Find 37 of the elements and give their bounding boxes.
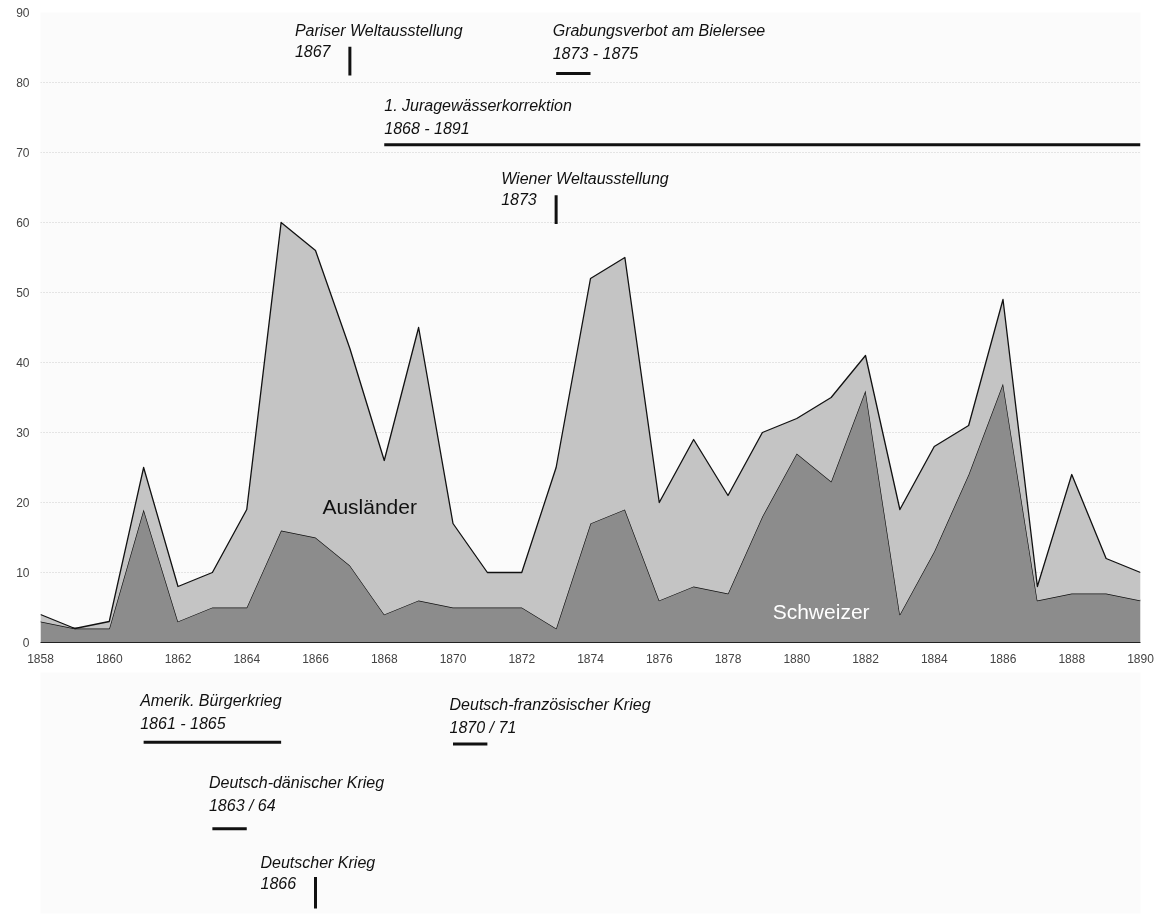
x-tick-label: 1874 xyxy=(577,651,605,666)
y-tick-label: 70 xyxy=(16,146,30,160)
y-tick-label: 30 xyxy=(16,426,30,440)
y-tick-label: 50 xyxy=(16,286,30,300)
series-label: Schweizer xyxy=(772,599,870,623)
x-tick-label: 1886 xyxy=(989,651,1017,666)
x-tick-label: 1876 xyxy=(645,651,673,666)
y-tick-label: 10 xyxy=(16,566,30,580)
x-tick-label: 1860 xyxy=(95,651,123,666)
annotation: Deutscher Krieg 1866 xyxy=(260,853,376,892)
annotation: Deutsch-dänischer Krieg 1863 / 64 xyxy=(208,773,385,814)
annotation: Grabungsverbot am Bielersee 1873 - 1875 xyxy=(552,22,766,63)
x-tick-label: 1884 xyxy=(920,651,948,666)
text: Deutsch-französischer Krieg 1870 / 71 xyxy=(449,695,651,736)
x-tick-label: 1878 xyxy=(714,651,742,666)
series-label: Ausländer xyxy=(322,494,417,518)
x-tick-label: 1862 xyxy=(164,651,192,666)
y-tick-label: 60 xyxy=(16,216,30,230)
x-tick-label: 1858 xyxy=(27,651,55,666)
text: Amerik. Bürgerkrieg 1861 - 1865 xyxy=(139,692,282,733)
x-tick-label: 1870 xyxy=(439,651,467,666)
annotation: 1. Juragewässerkorrektion 1868 - 1891 xyxy=(384,96,572,137)
y-tick-label: 0 xyxy=(22,636,30,650)
y-tick-label: 20 xyxy=(16,496,30,510)
x-tick-label: 1866 xyxy=(302,651,330,666)
y-tick-label: 80 xyxy=(16,76,30,90)
y-tick-label: 90 xyxy=(16,6,30,20)
x-tick-label: 1880 xyxy=(783,651,811,666)
annotation: Wiener Weltausstellung 1873 xyxy=(501,170,669,208)
x-tick-label: 1872 xyxy=(508,651,536,666)
x-tick-label: 1882 xyxy=(852,651,880,666)
x-tick-label: 1864 xyxy=(233,651,261,666)
x-tick-label: 1890 xyxy=(1127,651,1155,666)
annotation: Pariser Weltausstellung 1867 xyxy=(294,22,463,61)
x-tick-label: 1868 xyxy=(370,651,398,666)
x-tick-label: 1888 xyxy=(1058,651,1086,666)
y-tick-label: 40 xyxy=(16,356,30,370)
